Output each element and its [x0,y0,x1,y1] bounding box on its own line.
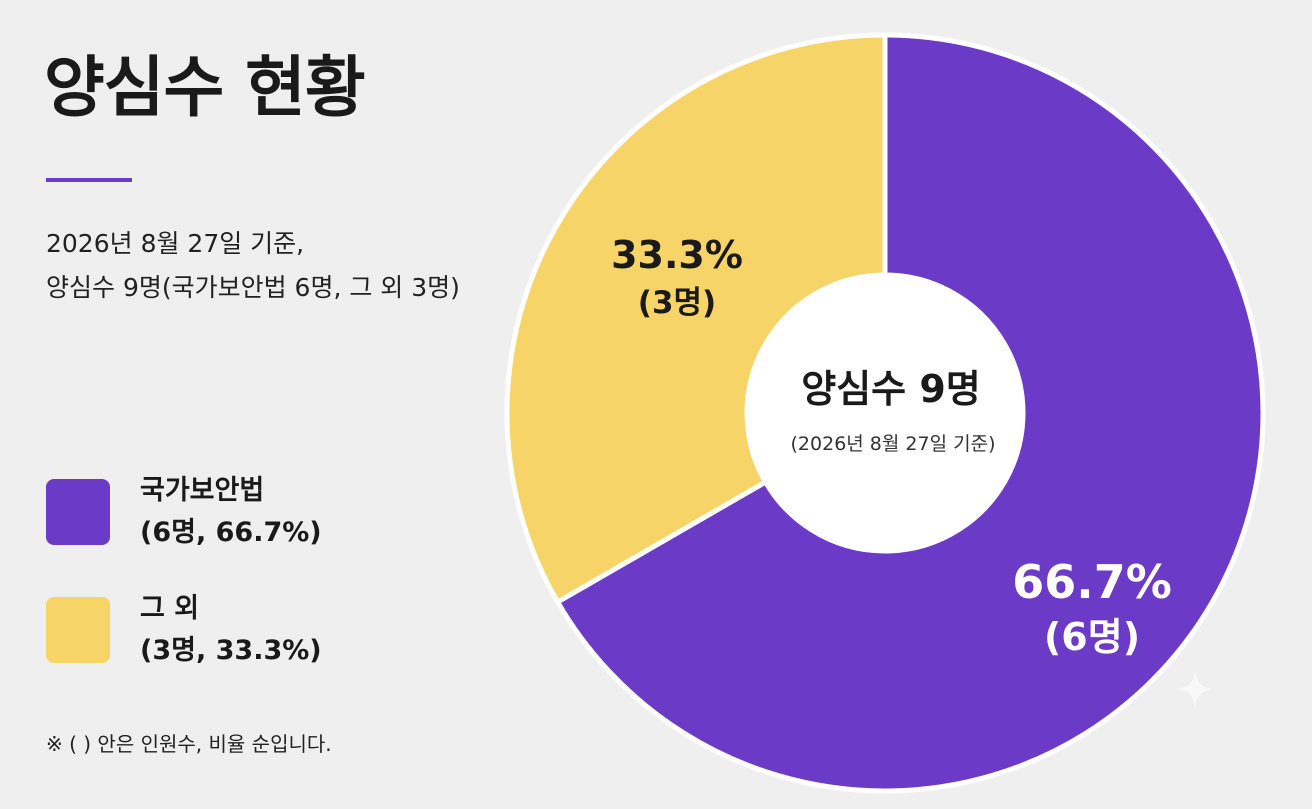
sparkle-icon [1176,670,1214,708]
footnote: ※ ( ) 안은 인원수, 비율 순입니다. [46,732,332,756]
page-title: 양심수 현황 [44,49,366,126]
pie-slice-others [504,32,888,606]
legend-detail-others: (3명, 33.3%) [140,635,322,666]
slice-percent-label-others: 33.3% [611,233,743,277]
title-underline [46,178,132,182]
subtitle-line-1: 2026년 8월 27일 기준, [46,229,305,258]
slice-count-label-national-security-law: (6명) [1044,615,1140,659]
center-date-label: (2026년 8월 27일 기준) [791,433,996,455]
slice-percent-label-national-security-law: 66.7% [1012,555,1172,609]
legend-label-others: 그 외 [140,593,200,624]
legend-swatch-others [46,597,110,663]
legend-item-national-security-law: 국가보안법 (6명, 66.7%) [46,470,322,554]
legend-swatch-national-security-law [46,479,110,545]
center-total-label: 양심수 9명 [801,367,981,411]
subtitle-line-2: 양심수 9명(국가보안법 6명, 그 외 3명) [46,273,460,302]
pie-slice-national-security-law [554,32,1266,794]
legend-item-others: 그 외 (3명, 33.3%) [46,588,322,672]
subtitle: 2026년 8월 27일 기준, 양심수 9명(국가보안법 6명, 그 외 3명… [46,222,460,310]
legend-label-national-security-law: 국가보안법 [140,475,265,506]
donut-center [749,277,1021,549]
legend-detail-national-security-law: (6명, 66.7%) [140,517,322,548]
slice-count-label-others: (3명) [638,285,716,321]
